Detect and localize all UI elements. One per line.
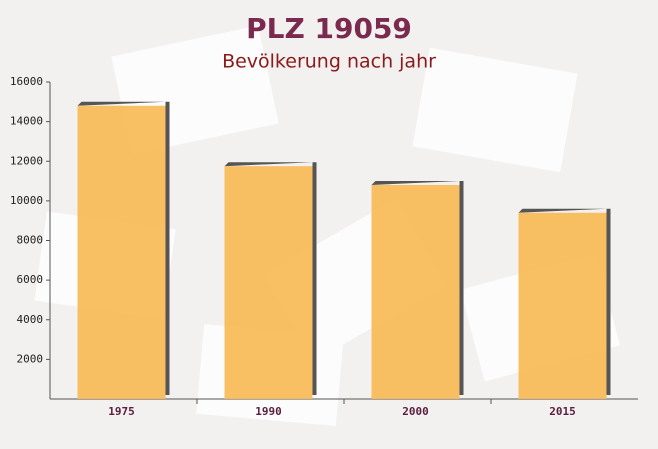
y-tick-label: 10000 bbox=[10, 194, 43, 207]
y-tick-label: 2000 bbox=[17, 352, 44, 365]
bar bbox=[224, 166, 313, 399]
y-tick-label: 6000 bbox=[17, 273, 44, 286]
y-tick-label: 4000 bbox=[17, 313, 44, 326]
bar bbox=[371, 185, 460, 399]
x-tick-label: 2015 bbox=[549, 405, 576, 418]
x-tick-label: 2000 bbox=[402, 405, 429, 418]
y-tick-label: 16000 bbox=[10, 75, 43, 88]
x-tick-label: 1990 bbox=[255, 405, 282, 418]
chart-title: PLZ 19059 bbox=[246, 12, 412, 45]
x-tick-label: 1975 bbox=[108, 405, 135, 418]
y-tick-label: 14000 bbox=[10, 115, 43, 128]
bar bbox=[518, 212, 607, 399]
y-tick-label: 8000 bbox=[17, 234, 44, 247]
bar bbox=[77, 105, 166, 400]
y-tick-label: 12000 bbox=[10, 154, 43, 167]
chart-subtitle: Bevölkerung nach jahr bbox=[222, 51, 436, 73]
